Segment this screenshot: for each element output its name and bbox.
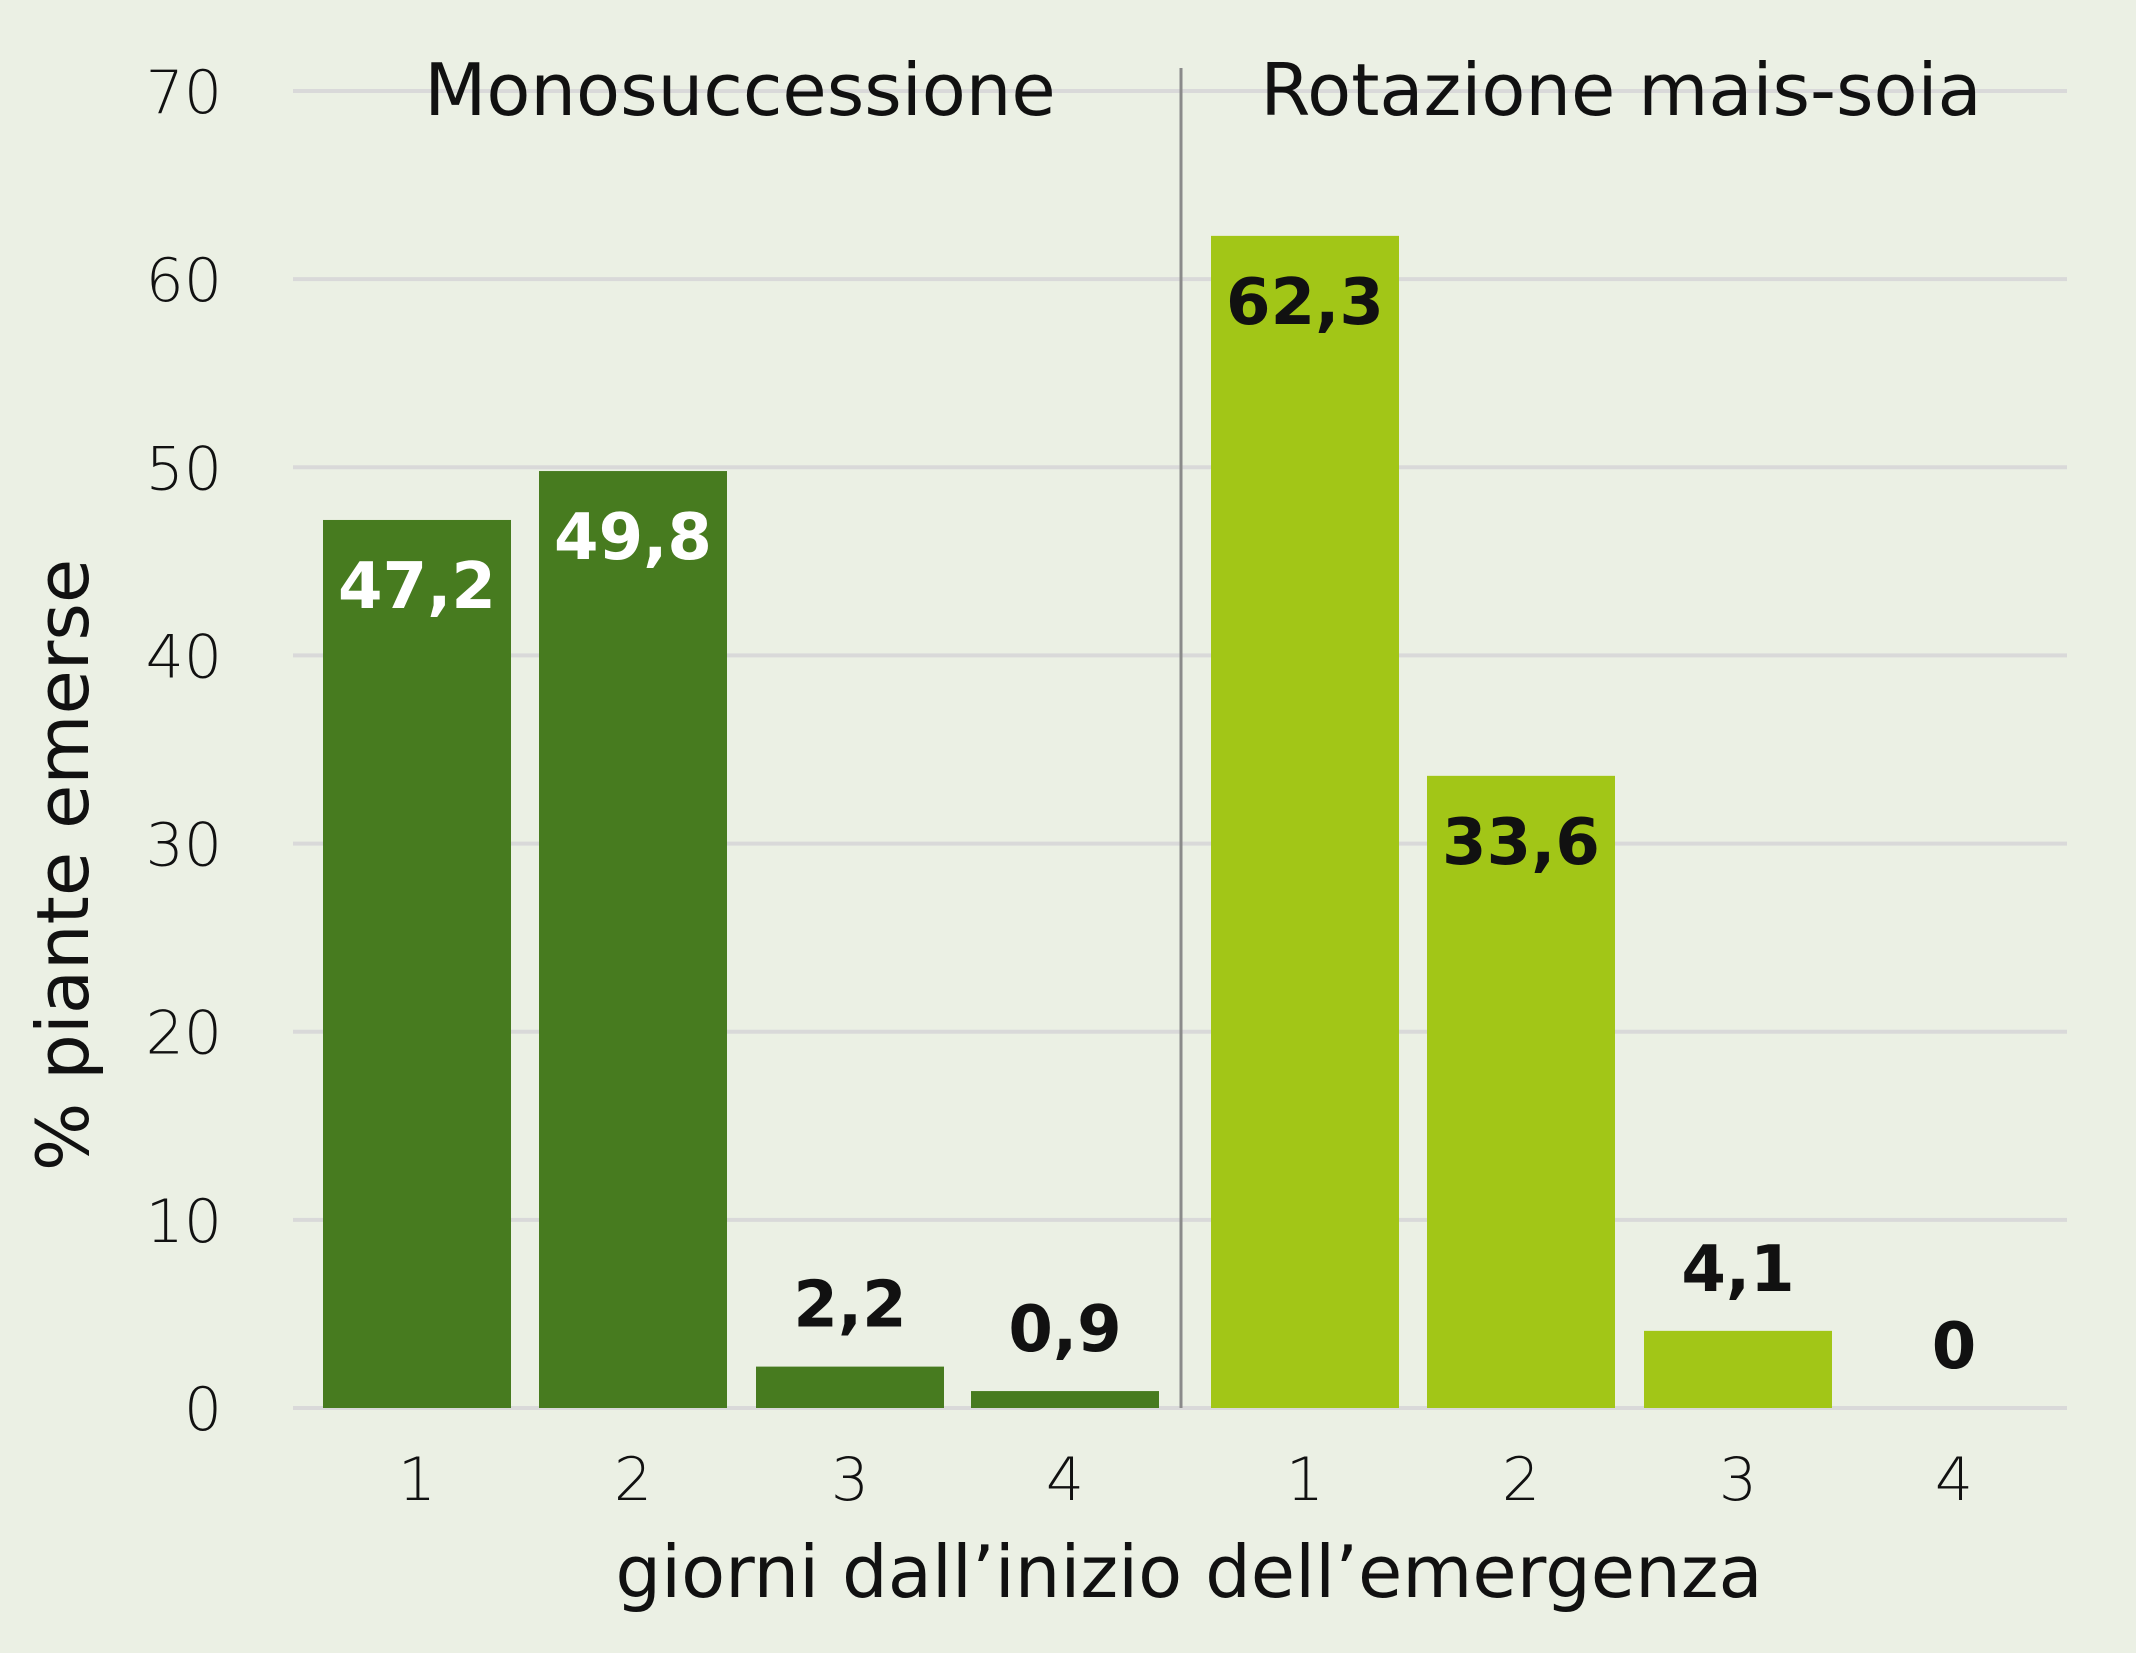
data-label: 49,8 bbox=[554, 501, 712, 575]
y-tick-label: 20 bbox=[146, 999, 222, 1069]
x-tick-label: 1 bbox=[1286, 1445, 1324, 1515]
bar bbox=[1644, 1330, 1832, 1408]
x-tick-label: 2 bbox=[1502, 1445, 1540, 1515]
bar bbox=[971, 1391, 1159, 1408]
y-tick-label: 10 bbox=[146, 1187, 222, 1257]
data-label: 4,1 bbox=[1681, 1233, 1794, 1307]
y-tick-label: 70 bbox=[146, 58, 222, 128]
y-tick-labels: 0 10 20 30 40 50 60 70 bbox=[146, 58, 222, 1445]
x-axis-title: giorni dall’inizio dell’emergenza bbox=[615, 1530, 1762, 1614]
y-tick-label: 40 bbox=[146, 622, 222, 692]
x-tick-label: 3 bbox=[831, 1445, 869, 1515]
data-label: 47,2 bbox=[338, 550, 496, 624]
data-label: 0 bbox=[1932, 1310, 1977, 1384]
x-tick-label: 3 bbox=[1719, 1445, 1757, 1515]
x-tick-label: 1 bbox=[398, 1445, 436, 1515]
bars: 47,2 49,8 2,2 0,9 62,3 33,6 4,1 0 bbox=[323, 235, 1977, 1408]
bar bbox=[1427, 775, 1615, 1408]
y-tick-label: 50 bbox=[146, 434, 222, 504]
bar bbox=[1211, 235, 1399, 1408]
group-title-1: Rotazione mais-soia bbox=[1260, 48, 1981, 132]
group-title-0: Monosuccessione bbox=[424, 48, 1055, 132]
x-tick-labels: 1 2 3 4 1 2 3 4 bbox=[398, 1445, 1973, 1515]
x-tick-label: 4 bbox=[1046, 1445, 1084, 1515]
y-axis-title: % piante emerse bbox=[21, 559, 105, 1171]
data-label: 2,2 bbox=[793, 1269, 906, 1343]
data-label: 0,9 bbox=[1008, 1293, 1121, 1367]
bar bbox=[323, 519, 511, 1408]
data-label: 33,6 bbox=[1442, 806, 1600, 880]
y-tick-label: 0 bbox=[184, 1375, 222, 1445]
bar bbox=[756, 1366, 944, 1408]
bar bbox=[539, 471, 727, 1408]
x-tick-label: 4 bbox=[1935, 1445, 1973, 1515]
x-tick-label: 2 bbox=[614, 1445, 652, 1515]
y-tick-label: 30 bbox=[146, 811, 222, 881]
y-tick-label: 60 bbox=[146, 246, 222, 316]
data-label: 62,3 bbox=[1226, 266, 1384, 340]
